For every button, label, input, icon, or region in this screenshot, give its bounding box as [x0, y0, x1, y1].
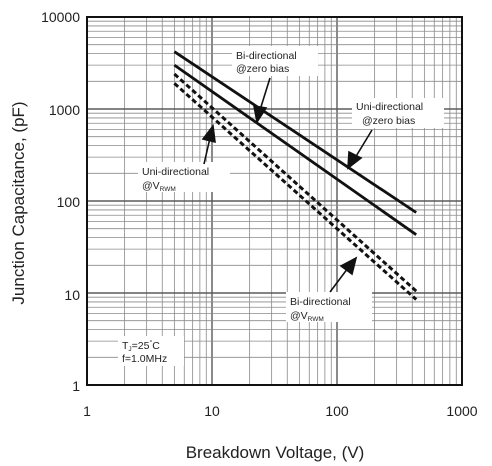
annotation-uni-zero-line2: @zero bias [362, 115, 415, 127]
plot-frame [86, 16, 463, 386]
x-tick-label: 10 [204, 403, 220, 419]
annotation-arrows [201, 77, 373, 293]
x-tick-label: 100 [325, 403, 349, 419]
y-tick-label: 1 [72, 378, 80, 394]
arrow-bi-vrwm-head [339, 256, 358, 276]
arrow-uni-vrwm-head [201, 123, 216, 144]
x-axis-title: Breakdown Voltage, (V) [186, 443, 365, 462]
annotation-box-uni-zero [352, 98, 444, 128]
y-tick-label: 10000 [41, 9, 80, 25]
arrow-bi-vrwm [329, 267, 349, 293]
x-tick-label: 1000 [446, 403, 477, 419]
grid [86, 16, 463, 386]
annotation-uni-vrwm-line2: @VRWM [142, 180, 176, 193]
arrow-uni-zero-head [347, 150, 363, 170]
y-axis-title: Junction Capacitance, (pF) [9, 101, 28, 304]
y-tick-label: 10 [64, 287, 80, 303]
arrow-uni-zero [354, 129, 373, 159]
conditions-frequency: f=1.0MHz [122, 353, 167, 365]
annotation-bi-vrwm-line1: Bi-directional [290, 296, 351, 308]
series-line [173, 72, 418, 293]
series-line [173, 50, 417, 214]
y-tick-label: 100 [57, 194, 81, 210]
series-line [173, 63, 418, 236]
conditions-temperature: TJ=25°C [122, 339, 160, 353]
arrow-bi-zero-head [253, 105, 268, 125]
annotation-box-uni-vrwm [138, 162, 230, 192]
annotation-box-bi-vrwm [286, 292, 372, 322]
annotation-bi-zero-line1: Bi-directional [236, 50, 297, 62]
annotation-bi-zero-line2: @zero bias [236, 63, 289, 75]
x-tick-label: 1 [83, 403, 91, 419]
y-tick-label: 1000 [49, 102, 80, 118]
conditions-box [118, 336, 184, 366]
series-layer [173, 50, 418, 301]
arrow-uni-vrwm [203, 137, 211, 165]
annotation-bi-vrwm-line2: @VRWM [290, 310, 324, 323]
arrow-bi-zero [259, 77, 271, 111]
annotation-box-bi-zero [232, 46, 318, 76]
annotation-uni-zero-line1: Uni-directional [356, 101, 423, 113]
series-line [173, 82, 418, 301]
annotation-uni-vrwm-line1: Uni-directional [142, 166, 209, 178]
